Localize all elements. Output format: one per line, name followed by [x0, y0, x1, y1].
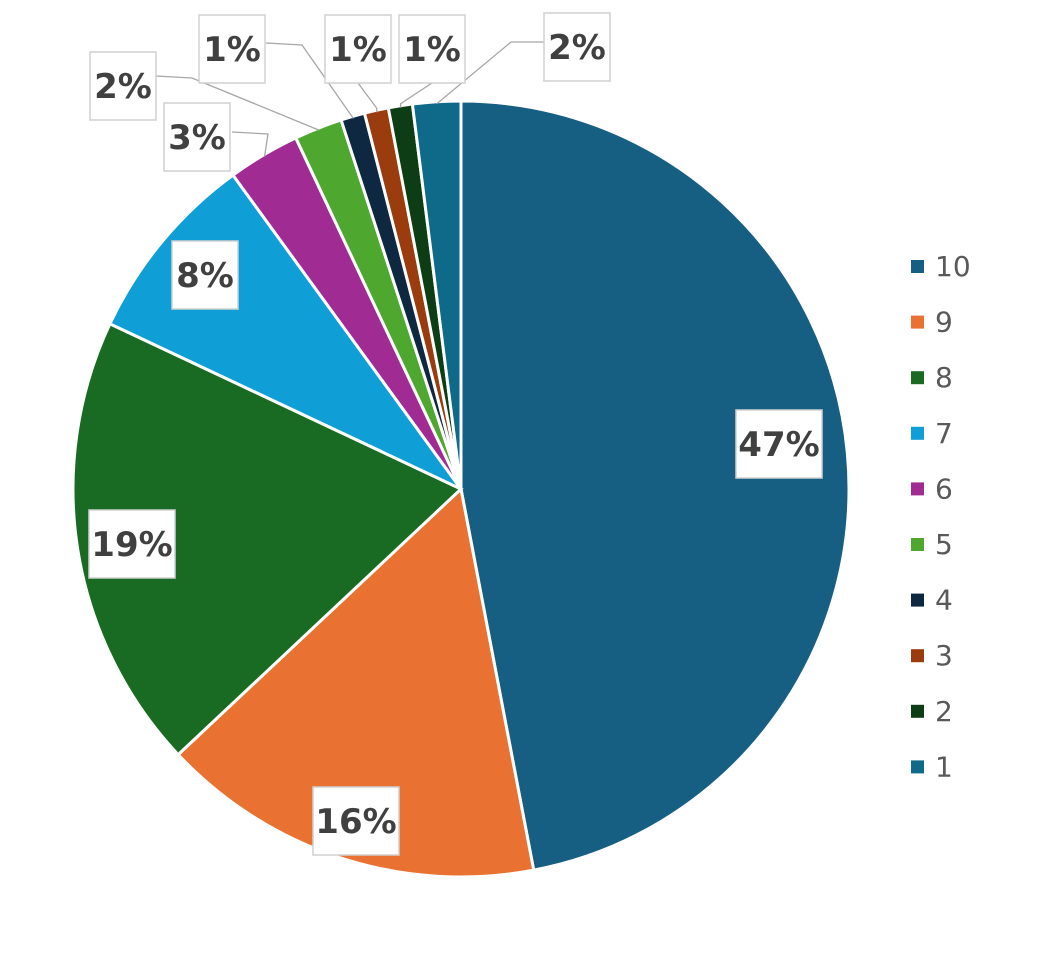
legend-swatch-1	[911, 760, 924, 774]
legend-swatch-6	[911, 482, 924, 496]
data-label-box-10	[735, 409, 823, 479]
legend-swatch-10	[911, 260, 924, 273]
legend-swatch-5	[911, 538, 924, 551]
data-label-3: 1%	[329, 30, 387, 70]
legend-label-8: 8	[935, 361, 953, 394]
legend-swatch-2	[911, 704, 924, 718]
pie-slice-9	[176, 486, 536, 879]
data-label-box-2	[398, 14, 466, 84]
data-label-10: 47%	[738, 425, 819, 465]
data-label-box-6	[163, 102, 231, 172]
legend: 10 9 8 7 6 5 4 3 2 1	[911, 250, 971, 783]
legend-label-10: 10	[935, 250, 971, 283]
data-label-box-7	[171, 240, 239, 310]
leader-line-3	[357, 82, 378, 113]
legend-label-2: 2	[935, 695, 953, 728]
legend-label-4: 4	[935, 584, 953, 617]
legend-label-9: 9	[935, 306, 953, 339]
legend-swatch-9	[911, 315, 924, 329]
leader-line-4	[265, 42, 354, 119]
data-label-box-3	[324, 14, 392, 84]
legend-swatch-7	[911, 426, 924, 440]
data-label-box-1	[543, 12, 611, 82]
leader-line-2	[399, 82, 433, 108]
data-label-1: 2%	[548, 28, 606, 68]
legend-swatch-3	[911, 649, 924, 663]
legend-label-7: 7	[935, 417, 953, 450]
data-label-2: 1%	[403, 30, 461, 70]
legend-label-6: 6	[935, 472, 953, 505]
leader-line-5	[155, 75, 320, 131]
data-label-box-4	[198, 14, 266, 84]
pie-slices	[71, 99, 851, 879]
data-label-9: 16%	[315, 802, 396, 842]
data-label-8: 19%	[91, 525, 172, 565]
data-labels: 47% 16% 19% 8% 3% 2% 1% 1% 1% 2%	[88, 12, 823, 856]
pie-slice-10	[459, 99, 851, 872]
data-label-6: 3%	[168, 118, 226, 158]
pie-slice-8	[71, 321, 464, 757]
data-label-5: 2%	[94, 67, 152, 107]
legend-label-5: 5	[935, 528, 953, 561]
legend-label-3: 3	[935, 639, 953, 672]
data-label-box-9	[312, 786, 400, 856]
legend-label-1: 1	[935, 750, 953, 783]
data-label-box-5	[89, 51, 157, 121]
data-label-4: 1%	[203, 30, 261, 70]
data-label-box-8	[88, 509, 176, 579]
legend-swatch-4	[911, 593, 924, 607]
data-label-7: 8%	[176, 256, 234, 296]
leader-line-6	[231, 131, 269, 157]
pie-slice-1	[410, 99, 463, 490]
legend-swatch-8	[911, 371, 924, 385]
